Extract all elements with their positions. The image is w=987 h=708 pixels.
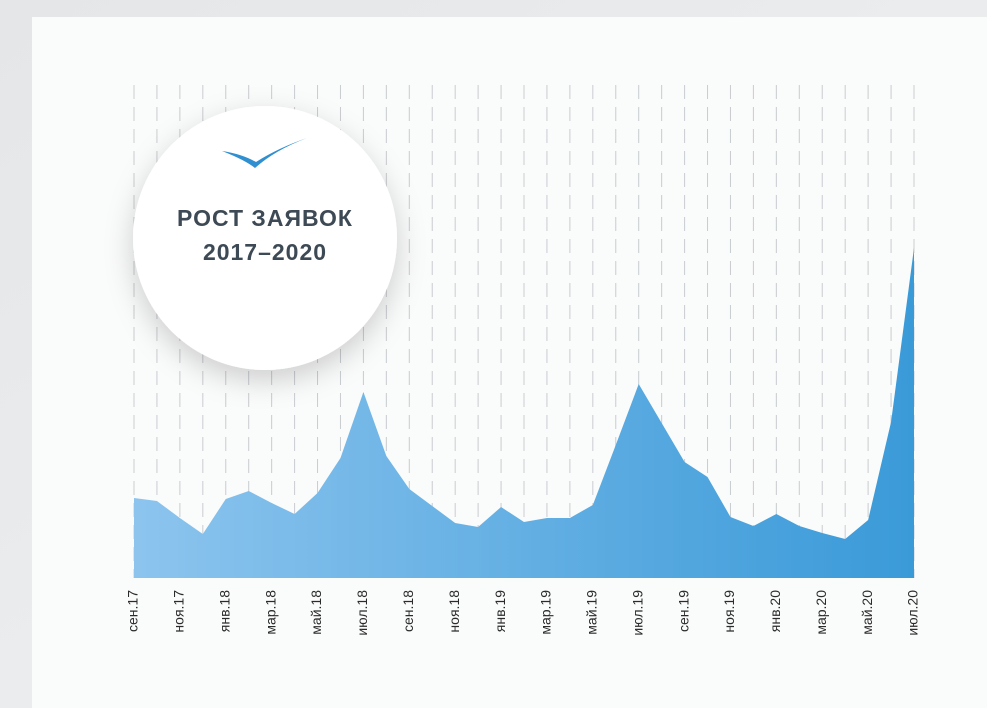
x-tick-label: май.19 [584,590,600,635]
x-tick-label: янв.18 [216,590,232,632]
x-tick-label: сен.18 [400,590,416,632]
x-tick-label: июл.19 [629,590,645,636]
check-icon [222,138,307,168]
x-tick-label: мар.19 [538,590,554,635]
x-tick-label: сен.19 [675,590,691,632]
x-tick-label: ноя.19 [721,590,737,633]
x-tick-label: янв.19 [492,590,508,632]
x-tick-label: июл.18 [354,590,370,636]
x-tick-label: ноя.17 [171,590,187,633]
chart-title: 2017–2020 [203,239,327,265]
x-tick-label: май.18 [308,590,324,635]
chart-title: РОСТ ЗАЯВОК [177,205,353,231]
x-tick-label: мар.18 [262,590,278,635]
x-tick-label: май.20 [859,590,875,635]
badge [133,106,397,370]
x-tick-label: июл.20 [905,590,921,636]
x-tick-label: янв.20 [767,590,783,632]
area [134,248,914,578]
x-tick-label: сен.17 [125,590,141,632]
x-tick-label: мар.20 [813,590,829,635]
x-tick-label: ноя.18 [446,590,462,633]
